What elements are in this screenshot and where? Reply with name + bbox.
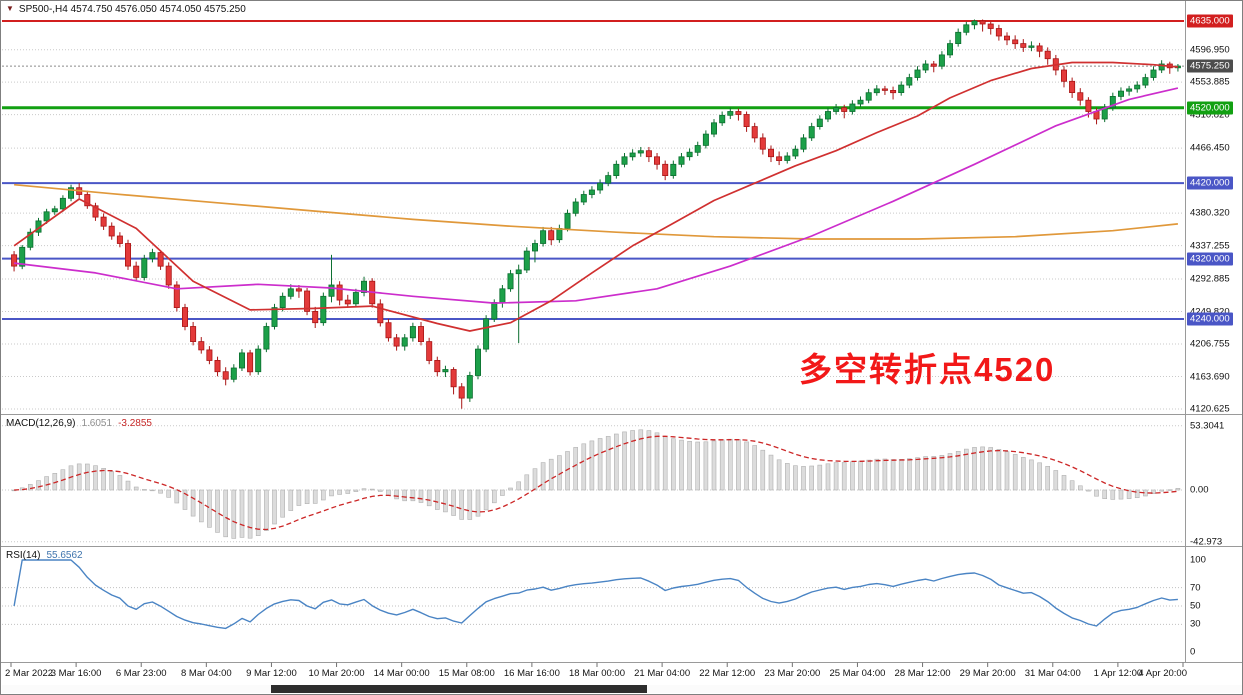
rsi-label: RSI(14): [6, 550, 41, 561]
price-tick-label: 53.3041: [1190, 420, 1225, 432]
ma-fast-red: [13, 61, 1178, 332]
date-label: 29 Mar 20:00: [959, 668, 1016, 679]
date-label: 2 Mar 2022: [5, 668, 54, 679]
price-tag: 4575.250: [1187, 59, 1233, 73]
date-label: 25 Mar 04:00: [829, 668, 886, 679]
price-tick-label: 30: [1190, 618, 1201, 630]
price-tick-label: 4249.820: [1190, 306, 1230, 317]
price-tick-label: 4120.625: [1190, 403, 1230, 415]
date-label: 3 Mar 16:00: [50, 668, 102, 679]
rsi-pane: [2, 559, 1184, 630]
date-label: 9 Mar 12:00: [246, 668, 297, 679]
rsi-line: [13, 559, 1178, 630]
ma-slow-orange: [14, 183, 1178, 240]
price-tick-label: 70: [1190, 582, 1201, 594]
main-pane: [2, 19, 1184, 410]
macd-signal-line: [14, 435, 1178, 531]
price-tick-label: 100: [1190, 554, 1206, 566]
date-label: 18 Mar 00:00: [569, 668, 625, 679]
date-label: 31 Mar 04:00: [1024, 668, 1081, 679]
macd-main-value: 1.6051: [81, 418, 113, 429]
price-tick-label: 0: [1190, 646, 1196, 658]
rsi-value: 55.6562: [46, 550, 83, 561]
price-tick-label: -42.973: [1190, 536, 1223, 548]
price-tick-label: 4596.950: [1190, 44, 1230, 56]
price-tick-label: 0.00: [1190, 484, 1209, 496]
annotation-text: 多空转折点4520: [799, 351, 1056, 388]
symbol-ohlc-text: SP500-,H4 4574.750 4576.050 4574.050 457…: [18, 4, 246, 15]
date-label: 23 Mar 20:00: [764, 668, 821, 679]
price-tick-label: 4380.320: [1190, 207, 1230, 219]
macd-signal-value: -3.2855: [118, 418, 152, 429]
price-tick-label: 50: [1190, 600, 1201, 612]
horizontal-scrollbar-thumb[interactable]: [271, 685, 647, 693]
expand-triangle-icon[interactable]: ▼: [6, 4, 14, 13]
date-label: 21 Mar 04:00: [634, 668, 691, 679]
date-label: 15 Mar 08:00: [438, 668, 495, 679]
price-tag: 4240.000: [1187, 312, 1233, 326]
rsi-header: RSI(14) 55.6562: [6, 550, 83, 561]
price-tick-label: 4337.255: [1190, 240, 1230, 252]
price-tick-label: 4466.450: [1190, 142, 1230, 154]
date-label: 4 Apr 20:00: [1138, 668, 1187, 679]
price-tag: 4420.000: [1187, 176, 1233, 190]
price-tag: 4320.000: [1187, 252, 1233, 266]
date-label: 1 Apr 12:00: [1093, 668, 1143, 679]
date-label: 10 Mar 20:00: [308, 668, 365, 679]
ma-mid-magenta: [13, 87, 1179, 304]
macd-label: MACD(12,26,9): [6, 418, 76, 429]
symbol-header: ▼ SP500-,H4 4574.750 4576.050 4574.050 45…: [6, 4, 246, 15]
date-label: 22 Mar 12:00: [699, 668, 756, 679]
date-label: 8 Mar 04:00: [180, 668, 232, 679]
date-label: 6 Mar 23:00: [115, 668, 167, 679]
price-tick-label: 4292.885: [1190, 273, 1230, 285]
date-label: 16 Mar 16:00: [503, 668, 560, 679]
candles-series: [11, 19, 1181, 409]
price-tick-label: 4206.755: [1190, 338, 1230, 350]
horizontal-scrollbar-track[interactable]: [2, 685, 1242, 693]
macd-header: MACD(12,26,9) 1.6051 -3.2855: [6, 418, 152, 429]
macd-pane: [2, 425, 1184, 543]
price-tick-label: 4163.690: [1190, 371, 1230, 382]
date-label: 28 Mar 12:00: [894, 668, 951, 679]
date-label: 14 Mar 00:00: [373, 668, 430, 679]
price-tag: 4520.000: [1187, 101, 1233, 115]
price-tag: 4635.000: [1187, 14, 1233, 28]
price-tick-label: 4553.885: [1190, 76, 1230, 88]
price-tick-label: 4510.820: [1190, 109, 1230, 121]
